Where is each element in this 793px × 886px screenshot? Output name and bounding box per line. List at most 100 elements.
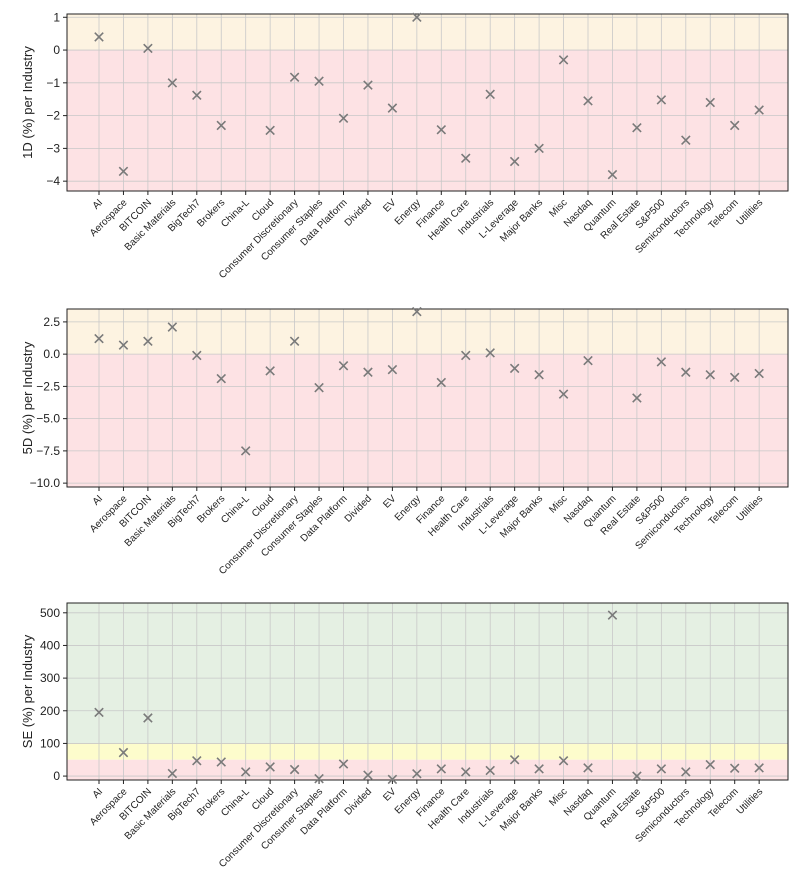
data-point-technology bbox=[705, 97, 716, 108]
x-tick-label: AI bbox=[91, 493, 105, 507]
y-tick-label: 2.5 bbox=[43, 315, 60, 329]
data-point-ai bbox=[94, 707, 104, 718]
x-tick-label: EV bbox=[381, 493, 398, 510]
data-point-s-p500 bbox=[656, 764, 667, 774]
data-point-bigtech7 bbox=[192, 90, 202, 101]
y-tick-label: −3 bbox=[46, 141, 60, 155]
x-tick-label: Divided bbox=[343, 786, 374, 817]
data-point-real-estate bbox=[632, 393, 642, 403]
y-tick-label: 500 bbox=[40, 606, 60, 620]
data-point-data-platform bbox=[338, 759, 349, 769]
data-point-china-l bbox=[240, 446, 251, 456]
y-tick-label: −5.0 bbox=[36, 412, 60, 426]
y-tick-label: −7.5 bbox=[36, 444, 60, 458]
data-point-real-estate bbox=[632, 771, 642, 781]
data-point-energy bbox=[412, 769, 422, 779]
data-point-bigtech7 bbox=[192, 350, 202, 361]
x-tick-label: Utilities bbox=[735, 786, 766, 817]
background-band bbox=[67, 309, 788, 355]
y-tick-label: −4 bbox=[46, 174, 60, 188]
data-point-aerospace bbox=[118, 340, 129, 350]
data-point-major-banks bbox=[534, 370, 544, 380]
data-point-consumer-discretionary bbox=[289, 764, 300, 775]
data-point-telecom bbox=[729, 120, 740, 131]
data-point-major-banks bbox=[534, 143, 544, 154]
x-tick-label: Divided bbox=[343, 493, 374, 524]
y-tick-label: 0 bbox=[53, 43, 60, 57]
data-point-utilities bbox=[754, 105, 764, 115]
plot-frame bbox=[66, 13, 789, 192]
data-point-finance bbox=[436, 377, 447, 388]
data-point-utilities bbox=[754, 763, 764, 773]
chart-panel-2: 2.50.0−2.5−5.0−7.5−10.0AIAerospaceBITCOI… bbox=[20, 306, 789, 577]
data-point-quantum bbox=[607, 610, 618, 620]
data-point-semiconductors bbox=[681, 767, 691, 777]
data-point-nasdaq bbox=[583, 763, 593, 773]
background-band bbox=[67, 50, 788, 191]
y-tick-label: 200 bbox=[40, 704, 60, 718]
data-point-telecom bbox=[729, 372, 740, 383]
x-tick-label: EV bbox=[381, 786, 398, 803]
y-tick-label: 0 bbox=[53, 769, 60, 783]
x-tick-label: Divided bbox=[343, 197, 374, 228]
data-point-brokers bbox=[216, 120, 227, 131]
data-point-major-banks bbox=[534, 764, 544, 774]
data-point-real-estate bbox=[632, 122, 642, 133]
data-point-industrials bbox=[485, 89, 495, 100]
data-point-consumer-discretionary bbox=[289, 336, 300, 347]
data-point-l-leverage bbox=[509, 754, 520, 765]
data-point-l-leverage bbox=[509, 363, 520, 374]
background-band bbox=[67, 759, 788, 780]
data-point-misc bbox=[558, 389, 569, 399]
data-point-technology bbox=[705, 370, 716, 380]
data-point-brokers bbox=[216, 757, 227, 767]
data-point-finance bbox=[436, 764, 447, 774]
background-band bbox=[67, 354, 788, 487]
data-point-basic-materials bbox=[167, 768, 178, 779]
data-point-finance bbox=[436, 124, 447, 135]
data-point-data-platform bbox=[338, 360, 349, 371]
plot-frame bbox=[66, 602, 789, 781]
data-point-ai bbox=[94, 32, 104, 42]
y-tick-label: −2 bbox=[46, 109, 60, 123]
y-tick-label: −10.0 bbox=[30, 476, 61, 490]
x-tick-label: AI bbox=[91, 197, 105, 211]
data-point-energy bbox=[412, 12, 422, 23]
data-point-ev bbox=[387, 364, 398, 375]
data-point-semiconductors bbox=[681, 367, 691, 377]
y-tick-label: 100 bbox=[40, 736, 60, 750]
data-point-ev bbox=[387, 103, 398, 113]
data-point-divided bbox=[363, 770, 373, 780]
data-point-brokers bbox=[216, 373, 227, 384]
background-band bbox=[67, 603, 788, 744]
chart-panel-3: 5004003002001000AIAerospaceBITCOINBasic … bbox=[20, 602, 789, 870]
data-point-cloud bbox=[265, 366, 275, 376]
data-point-bitcoin bbox=[143, 336, 153, 347]
data-point-technology bbox=[705, 759, 716, 770]
y-tick-label: 300 bbox=[40, 671, 60, 685]
background-band bbox=[67, 743, 788, 760]
y-tick-label: 0.0 bbox=[43, 347, 60, 361]
y-tick-label: −2.5 bbox=[36, 379, 60, 393]
x-tick-label: AI bbox=[91, 786, 105, 800]
data-point-industrials bbox=[485, 348, 495, 358]
data-point-energy bbox=[412, 306, 422, 317]
data-point-industrials bbox=[485, 765, 495, 776]
data-point-consumer-staples bbox=[314, 773, 324, 784]
data-point-ai bbox=[94, 333, 104, 344]
data-point-health-care bbox=[460, 153, 471, 163]
y-axis-label: 1D (%) per Industry bbox=[20, 46, 35, 159]
data-point-basic-materials bbox=[167, 322, 178, 332]
data-point-bitcoin bbox=[143, 43, 153, 54]
x-tick-label: Utilities bbox=[735, 197, 766, 228]
data-point-misc bbox=[558, 55, 569, 65]
data-point-basic-materials bbox=[167, 78, 178, 88]
data-point-misc bbox=[558, 755, 569, 766]
data-point-china-l bbox=[240, 767, 251, 777]
data-point-quantum bbox=[607, 169, 618, 180]
y-tick-label: 400 bbox=[40, 638, 60, 652]
y-axis-label: SE (%) per Industry bbox=[20, 634, 35, 748]
data-point-bitcoin bbox=[143, 713, 153, 723]
